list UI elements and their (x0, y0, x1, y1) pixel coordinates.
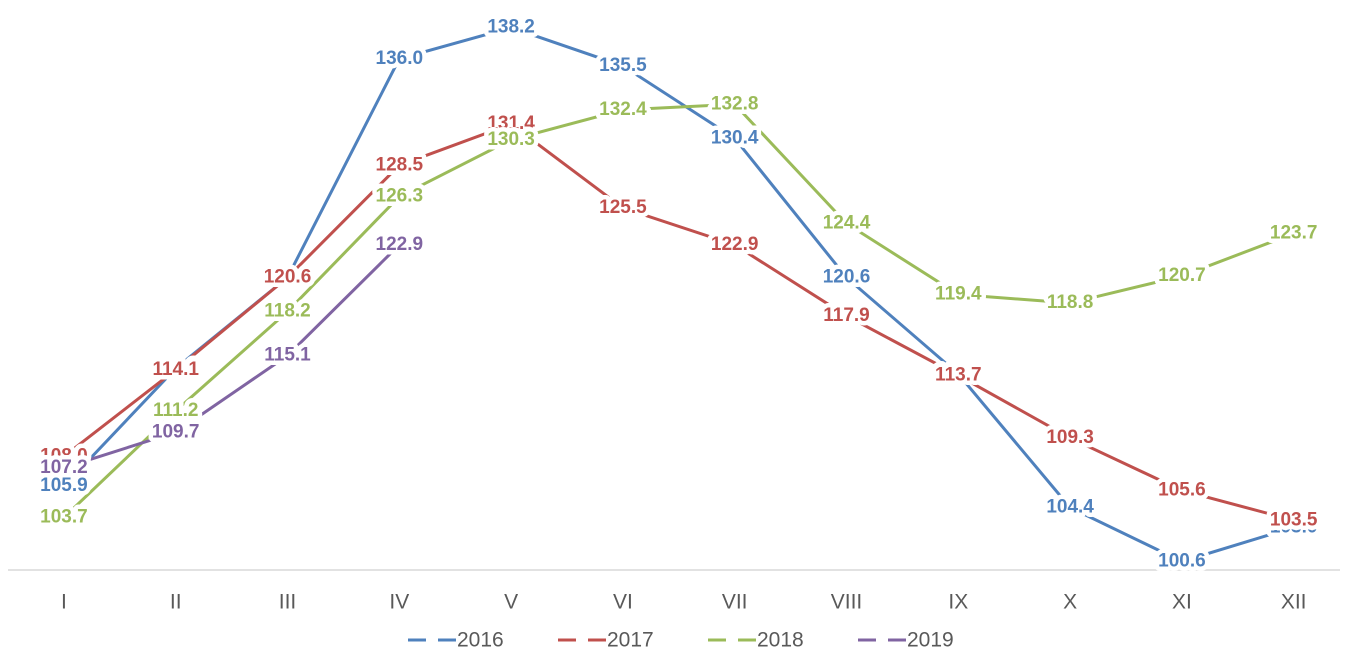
data-label: 136.0 (376, 48, 424, 69)
series-line (62, 102, 1295, 519)
x-tick-label: XI (1172, 591, 1192, 614)
x-tick-label: VIII (831, 591, 863, 614)
data-label: 113.8 (935, 363, 982, 384)
data-label: 108.0 (40, 445, 88, 466)
legend-item: 2016 (408, 629, 504, 652)
data-label: 119.4 (935, 284, 982, 305)
data-label: 109.3 (1046, 427, 1094, 448)
data-label: 118.8 (1047, 292, 1094, 313)
data-label: 107.2 (40, 457, 88, 478)
x-tick-label: IV (389, 591, 409, 614)
x-tick-label: II (170, 591, 182, 614)
data-label: 103.0 (1270, 516, 1318, 537)
data-label: 114.2 (152, 357, 199, 378)
series-line (62, 122, 1295, 522)
data-label: 118.2 (264, 301, 311, 322)
data-label: 123.7 (1270, 222, 1318, 243)
data-label: 103.7 (40, 506, 88, 527)
legend-item: 2018 (708, 629, 804, 652)
data-label: 104.4 (1046, 497, 1094, 518)
data-label: 131.4 (487, 113, 535, 134)
data-label: 105.9 (40, 475, 88, 496)
data-label: 130.4 (711, 127, 759, 148)
data-label: 120.7 (1158, 265, 1206, 286)
data-label: 105.6 (1158, 479, 1206, 500)
data-label: 135.5 (599, 55, 647, 76)
legend-label: 2019 (907, 629, 954, 652)
legend-label: 2017 (607, 629, 654, 652)
data-label: 132.8 (711, 93, 759, 114)
x-tick-label: XII (1281, 591, 1307, 614)
data-label: 125.5 (599, 197, 647, 218)
x-tick-label: I (61, 591, 67, 614)
legend-label: 2016 (457, 629, 504, 652)
legend-label: 2018 (757, 629, 804, 652)
x-tick-label: VI (613, 591, 633, 614)
data-label: 113.7 (935, 364, 982, 385)
data-label: 138.2 (487, 17, 535, 38)
legend-item: 2017 (558, 629, 654, 652)
data-label: 130.3 (487, 129, 535, 150)
x-tick-label: VII (722, 591, 748, 614)
data-label: 100.6 (1158, 550, 1206, 571)
data-label: 120.6 (264, 266, 312, 287)
data-label: 103.5 (1270, 509, 1318, 530)
data-label: 115.1 (264, 345, 311, 366)
data-label: 109.7 (152, 421, 200, 442)
legend-item: 2019 (858, 629, 954, 652)
series-line (63, 243, 401, 470)
data-label: 120.6 (823, 266, 871, 287)
data-label: 114.1 (152, 359, 199, 380)
data-label: 122.9 (376, 234, 424, 255)
x-tick-label: IX (948, 591, 968, 614)
x-tick-label: III (279, 591, 297, 614)
x-tick-label: V (504, 591, 518, 614)
data-label: 128.5 (376, 154, 424, 175)
data-label: 126.3 (376, 186, 424, 207)
data-label: 117.9 (823, 305, 870, 326)
data-label: 132.4 (599, 99, 647, 120)
x-tick-label: X (1063, 591, 1077, 614)
data-label: 120.6 (264, 266, 312, 287)
data-label: 124.4 (823, 213, 871, 234)
data-label: 111.2 (153, 400, 198, 421)
data-label: 122.9 (711, 234, 759, 255)
